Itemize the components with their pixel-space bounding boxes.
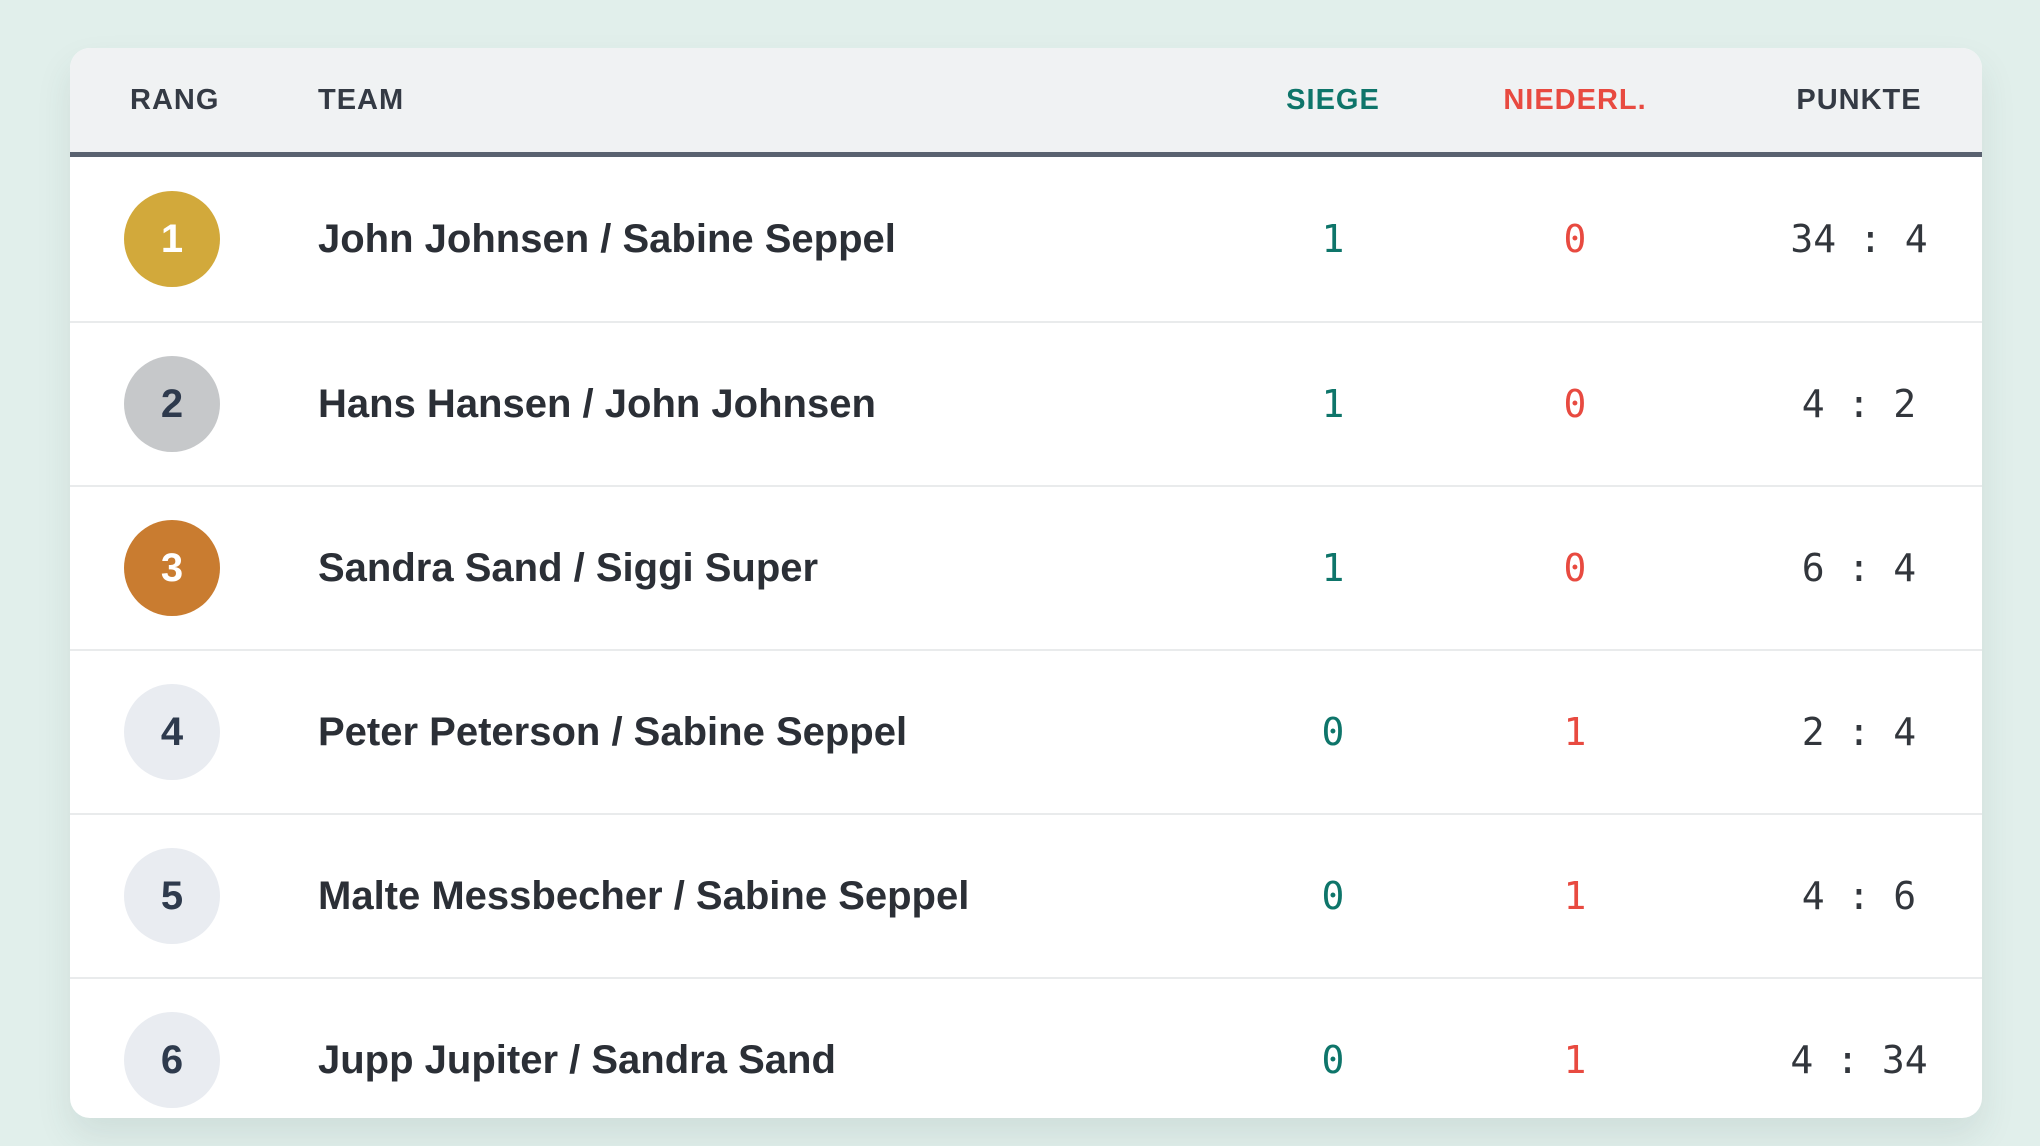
team-name: Sandra Sand / Siggi Super — [318, 545, 819, 590]
niederl-value: 1 — [1563, 1038, 1587, 1082]
table-row: 4 Peter Peterson / Sabine Seppel 0 1 2 :… — [70, 649, 1982, 813]
column-header-punkte: PUNKTE — [1796, 83, 1922, 116]
rank-badge: 1 — [124, 191, 220, 287]
rank-badge: 5 — [124, 848, 220, 944]
table-row: 2 Hans Hansen / John Johnsen 1 0 4 : 2 — [70, 321, 1982, 485]
punkte-value: 4 : 2 — [1801, 382, 1917, 426]
team-name: Peter Peterson / Sabine Seppel — [318, 709, 908, 754]
column-header-rang: RANG — [130, 83, 220, 116]
siege-value: 1 — [1321, 382, 1345, 426]
rank-badge: 6 — [124, 1012, 220, 1108]
table-row: 6 Jupp Jupiter / Sandra Sand 0 1 4 : 34 — [70, 977, 1982, 1118]
niederl-value: 1 — [1563, 710, 1587, 754]
punkte-value: 4 : 34 — [1790, 1038, 1928, 1082]
rank-cell: 2 — [70, 356, 290, 452]
siege-value: 0 — [1321, 874, 1345, 918]
rank-cell: 5 — [70, 848, 290, 944]
team-name: Hans Hansen / John Johnsen — [318, 381, 876, 426]
rank-cell: 4 — [70, 684, 290, 780]
niederl-value: 0 — [1563, 217, 1587, 261]
niederl-value: 0 — [1563, 382, 1587, 426]
table-row: 1 John Johnsen / Sabine Seppel 1 0 34 : … — [70, 157, 1982, 321]
standings-card: RANG TEAM SIEGE NIEDERL. PUNKTE 1 John J… — [70, 48, 1982, 1118]
punkte-value: 34 : 4 — [1790, 217, 1928, 261]
rank-cell: 3 — [70, 520, 290, 616]
rank-cell: 1 — [70, 191, 290, 287]
table-row: 5 Malte Messbecher / Sabine Seppel 0 1 4… — [70, 813, 1982, 977]
table-row: 3 Sandra Sand / Siggi Super 1 0 6 : 4 — [70, 485, 1982, 649]
column-header-team: TEAM — [318, 83, 405, 116]
niederl-value: 0 — [1563, 546, 1587, 590]
table-body: 1 John Johnsen / Sabine Seppel 1 0 34 : … — [70, 157, 1982, 1118]
column-header-niederl: NIEDERL. — [1503, 83, 1647, 116]
rank-badge: 4 — [124, 684, 220, 780]
niederl-value: 1 — [1563, 874, 1587, 918]
column-header-siege: SIEGE — [1286, 83, 1380, 116]
team-name: Malte Messbecher / Sabine Seppel — [318, 873, 970, 918]
siege-value: 0 — [1321, 710, 1345, 754]
rank-cell: 6 — [70, 1012, 290, 1108]
team-name: Jupp Jupiter / Sandra Sand — [318, 1037, 836, 1082]
team-name: John Johnsen / Sabine Seppel — [318, 216, 896, 261]
rank-badge: 2 — [124, 356, 220, 452]
siege-value: 1 — [1321, 546, 1345, 590]
punkte-value: 4 : 6 — [1801, 874, 1917, 918]
siege-value: 0 — [1321, 1038, 1345, 1082]
siege-value: 1 — [1321, 217, 1345, 261]
rank-badge: 3 — [124, 520, 220, 616]
punkte-value: 6 : 4 — [1801, 546, 1917, 590]
punkte-value: 2 : 4 — [1801, 710, 1917, 754]
table-header-row: RANG TEAM SIEGE NIEDERL. PUNKTE — [70, 48, 1982, 157]
